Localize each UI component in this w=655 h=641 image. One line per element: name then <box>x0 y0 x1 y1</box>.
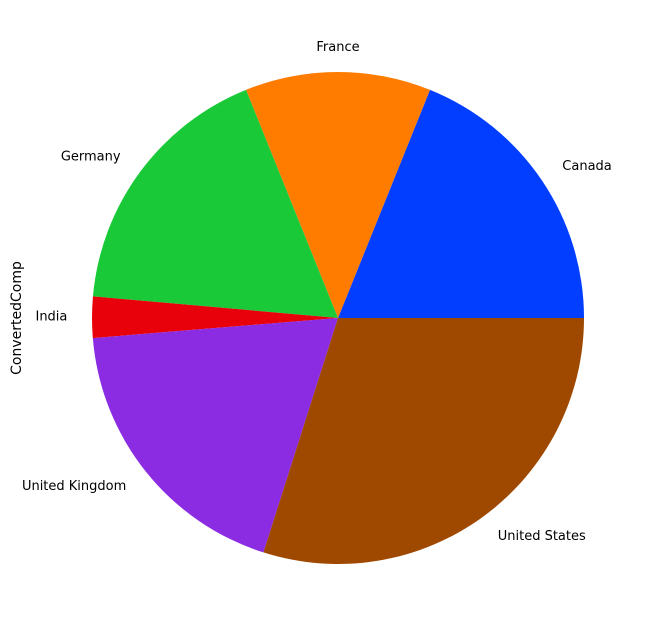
pie-label-germany: Germany <box>61 149 121 164</box>
pie-labels: Canada France Germany India United Kingdom Un… <box>22 40 612 544</box>
pie-slice-germany <box>92 89 338 318</box>
pie-label-united-states: United States <box>498 529 586 544</box>
pie-slice-india <box>91 296 338 339</box>
pie-label-canada: Canada <box>562 159 611 174</box>
y-axis-label: ConvertedComp <box>9 261 25 375</box>
pie-slice-united-states <box>263 318 584 564</box>
pie-label-united-kingdom: United Kingdom <box>22 479 126 494</box>
pie-label-france: France <box>316 40 359 55</box>
pie-label-india: India <box>35 310 67 325</box>
pie-slices <box>91 72 584 564</box>
pie-slice-united-kingdom <box>92 318 338 553</box>
pie-slice-france <box>246 72 430 318</box>
pie-slice-canada <box>338 89 584 318</box>
